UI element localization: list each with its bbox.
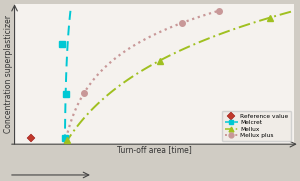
Legend: Reference value, Melcret, Mellux, Mellux plus: Reference value, Melcret, Mellux, Mellux… <box>222 111 291 141</box>
X-axis label: Turn-off area [time]: Turn-off area [time] <box>117 146 192 155</box>
Y-axis label: Concentration superplasticizer: Concentration superplasticizer <box>4 15 13 133</box>
